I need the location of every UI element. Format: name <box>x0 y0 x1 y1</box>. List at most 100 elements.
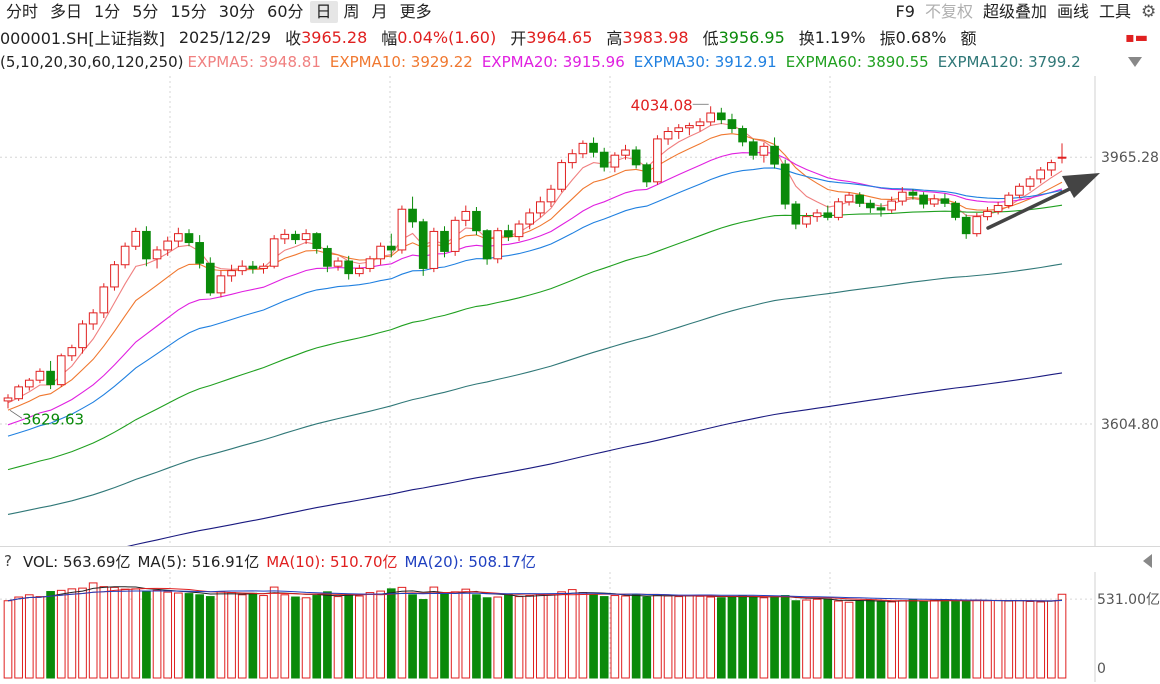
volume-bar-93 <box>993 599 1003 679</box>
period-tab-5[interactable]: 30分 <box>218 2 256 21</box>
indicator-params: (5,10,20,30,60,120,250) <box>0 53 184 71</box>
volume-bar-54 <box>578 592 588 679</box>
candlestick-chart[interactable]: 3965.28 3604.80 4034.08 3629.63 <box>0 76 1160 546</box>
candle-41 <box>440 226 449 258</box>
volume-bar-40 <box>429 586 439 679</box>
close-value: 3965.28 <box>301 27 368 47</box>
low-annotation-leader <box>9 409 23 419</box>
volume-bar-58 <box>621 595 630 679</box>
tool-button-4[interactable]: 工具 <box>1098 2 1131 21</box>
amount-label: 额 <box>960 29 977 48</box>
period-tab-7[interactable]: 日 <box>309 1 338 23</box>
volume-bar-16 <box>174 592 183 679</box>
open-label: 开 <box>510 29 527 48</box>
y-tick-label-1: 3604.80 <box>1101 417 1159 433</box>
candle-32 <box>344 255 354 280</box>
period-tab-3[interactable]: 5分 <box>132 2 159 21</box>
candle-30 <box>323 245 332 273</box>
volume-bar-73 <box>780 595 790 679</box>
tool-button-2[interactable]: 超级叠加 <box>982 2 1047 21</box>
high-label: 高 <box>606 29 623 48</box>
ema-line-30 <box>7 167 1063 437</box>
volume-bar-47 <box>504 594 513 679</box>
volume-bar-25 <box>269 586 279 679</box>
period-tab-0[interactable]: 分时 <box>6 2 39 21</box>
ema-line-120 <box>7 263 1063 515</box>
vol-ma20: MA(20): 508.17亿 <box>404 552 536 571</box>
security-code-name: 000001.SH[上证指数] <box>0 29 165 48</box>
vol-axis-label-1: 0 <box>1097 661 1106 677</box>
volume-bar-59 <box>631 594 641 679</box>
volume-bar-44 <box>472 594 481 679</box>
period-tabs: 分时 多日 1分 5分 15分 30分 60分日周月更多 <box>0 1 438 23</box>
volume-bar-67 <box>716 597 726 679</box>
volume-bar-66 <box>706 596 715 679</box>
volume-bar-43 <box>461 588 471 679</box>
gear-icon[interactable]: ⚙ <box>1141 2 1157 22</box>
period-tab-9[interactable]: 月 <box>371 2 388 21</box>
candle-5 <box>56 353 66 387</box>
candle-54 <box>578 140 588 159</box>
volume-bar-42 <box>450 591 460 679</box>
period-tab-1[interactable]: 多日 <box>50 2 83 21</box>
turnover-value: 1.19% <box>814 27 866 47</box>
period-tab-2[interactable]: 1分 <box>94 2 121 21</box>
quote-date: 2025/12/29 <box>178 27 272 47</box>
candle-14 <box>152 246 162 269</box>
candle-8 <box>88 309 98 330</box>
ema-line-20 <box>7 151 1063 426</box>
candle-18 <box>195 235 204 269</box>
candle-48 <box>514 220 524 242</box>
candle-76 <box>812 209 822 222</box>
tool-button-1[interactable]: 不复权 <box>924 2 973 21</box>
candles <box>3 106 1067 409</box>
candle-7 <box>78 320 87 354</box>
volume-bar-90 <box>961 600 971 679</box>
volume-bar-52 <box>557 591 566 679</box>
high-value: 3983.98 <box>622 27 689 47</box>
candle-10 <box>110 261 119 291</box>
help-icon[interactable]: ? <box>4 552 12 570</box>
volume-bar-71 <box>759 597 769 679</box>
volume-legend: ? VOL: 563.69亿 MA(5): 516.91亿 MA(10): 51… <box>0 550 1160 572</box>
candle-11 <box>120 242 130 269</box>
volume-bar-82 <box>876 600 886 679</box>
volume-bar-89 <box>951 600 960 679</box>
tool-menu: F9 不复权 超级叠加 画线 工具 ⚙ <box>891 0 1160 24</box>
tool-button-0[interactable]: F9 <box>895 2 915 21</box>
candle-34 <box>365 255 375 273</box>
volume-bar-17 <box>184 593 194 679</box>
volume-bar-24 <box>259 595 268 679</box>
volume-bar-3 <box>35 596 45 679</box>
volume-bar-31 <box>333 596 343 679</box>
more-menu-icon[interactable]: ▪▬ <box>1125 30 1148 46</box>
volume-chart[interactable]: 531.00亿 0 <box>0 572 1160 682</box>
candle-61 <box>653 135 662 185</box>
volume-bar-80 <box>855 600 865 679</box>
candle-64 <box>685 122 694 136</box>
candle-78 <box>834 198 843 221</box>
period-tab-6[interactable]: 60分 <box>267 2 304 21</box>
candle-12 <box>131 227 141 250</box>
tool-buttons: F9 不复权 超级叠加 画线 工具 <box>891 1 1136 23</box>
candle-66 <box>706 106 715 126</box>
volume-bar-18 <box>195 594 204 679</box>
collapse-icon[interactable] <box>1128 57 1142 67</box>
volume-bar-68 <box>727 596 737 679</box>
candle-53 <box>567 149 577 169</box>
candle-92 <box>983 207 992 221</box>
volume-collapse-icon[interactable] <box>1143 554 1152 568</box>
volume-bar-27 <box>291 596 300 679</box>
chart-grid <box>0 76 1095 546</box>
volume-bar-92 <box>983 600 992 679</box>
period-tab-10[interactable]: 更多 <box>399 2 432 21</box>
volume-bar-95 <box>1015 600 1024 679</box>
volume-bar-19 <box>205 596 215 679</box>
period-tab-4[interactable]: 15分 <box>170 2 207 21</box>
period-tab-8[interactable]: 周 <box>343 2 360 21</box>
turnover-label: 换 <box>798 29 815 48</box>
candle-47 <box>504 224 513 242</box>
volume-bar-37 <box>397 586 407 679</box>
candle-91 <box>972 212 982 237</box>
tool-button-3[interactable]: 画线 <box>1056 2 1089 21</box>
